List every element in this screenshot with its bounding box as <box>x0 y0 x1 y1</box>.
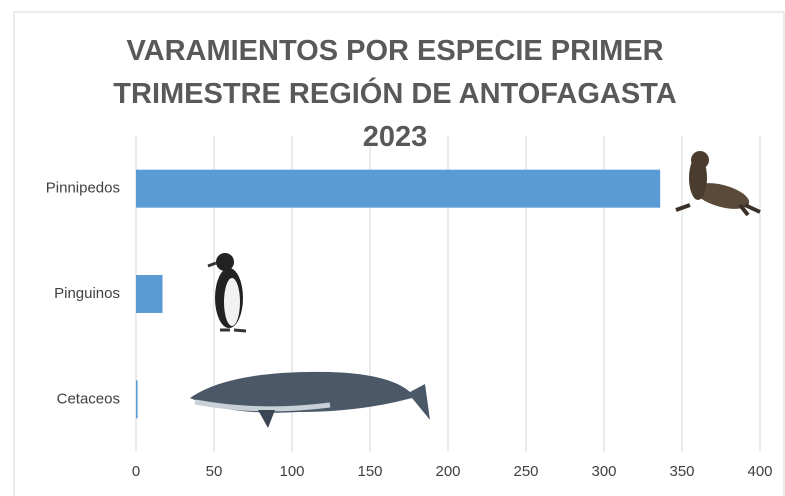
bar <box>136 380 138 418</box>
page: 0 50 100 150 200 250 300 350 400 Pinnipedos Pingui… <box>0 0 785 496</box>
x-tick-label: 300 <box>591 463 616 480</box>
x-tick-label: 150 <box>357 463 382 480</box>
bar <box>136 275 163 313</box>
x-tick-label: 50 <box>206 463 223 480</box>
x-tick-label: 0 <box>132 463 140 480</box>
chart-title: VARAMIENTOS POR ESPECIE PRIMER TRIMESTRE… <box>90 30 700 159</box>
y-tick-label: Pinnipedos <box>46 180 120 197</box>
seal-image <box>676 151 760 215</box>
x-tick-label: 250 <box>513 463 538 480</box>
y-tick-label: Cetaceos <box>57 390 120 407</box>
x-tick-label: 100 <box>279 463 304 480</box>
bar <box>136 170 660 208</box>
x-tick-label: 350 <box>669 463 694 480</box>
x-tick-label: 200 <box>435 463 460 480</box>
x-tick-label: 400 <box>747 463 772 480</box>
whale-image <box>190 372 430 428</box>
y-tick-label: Pinguinos <box>54 285 120 302</box>
